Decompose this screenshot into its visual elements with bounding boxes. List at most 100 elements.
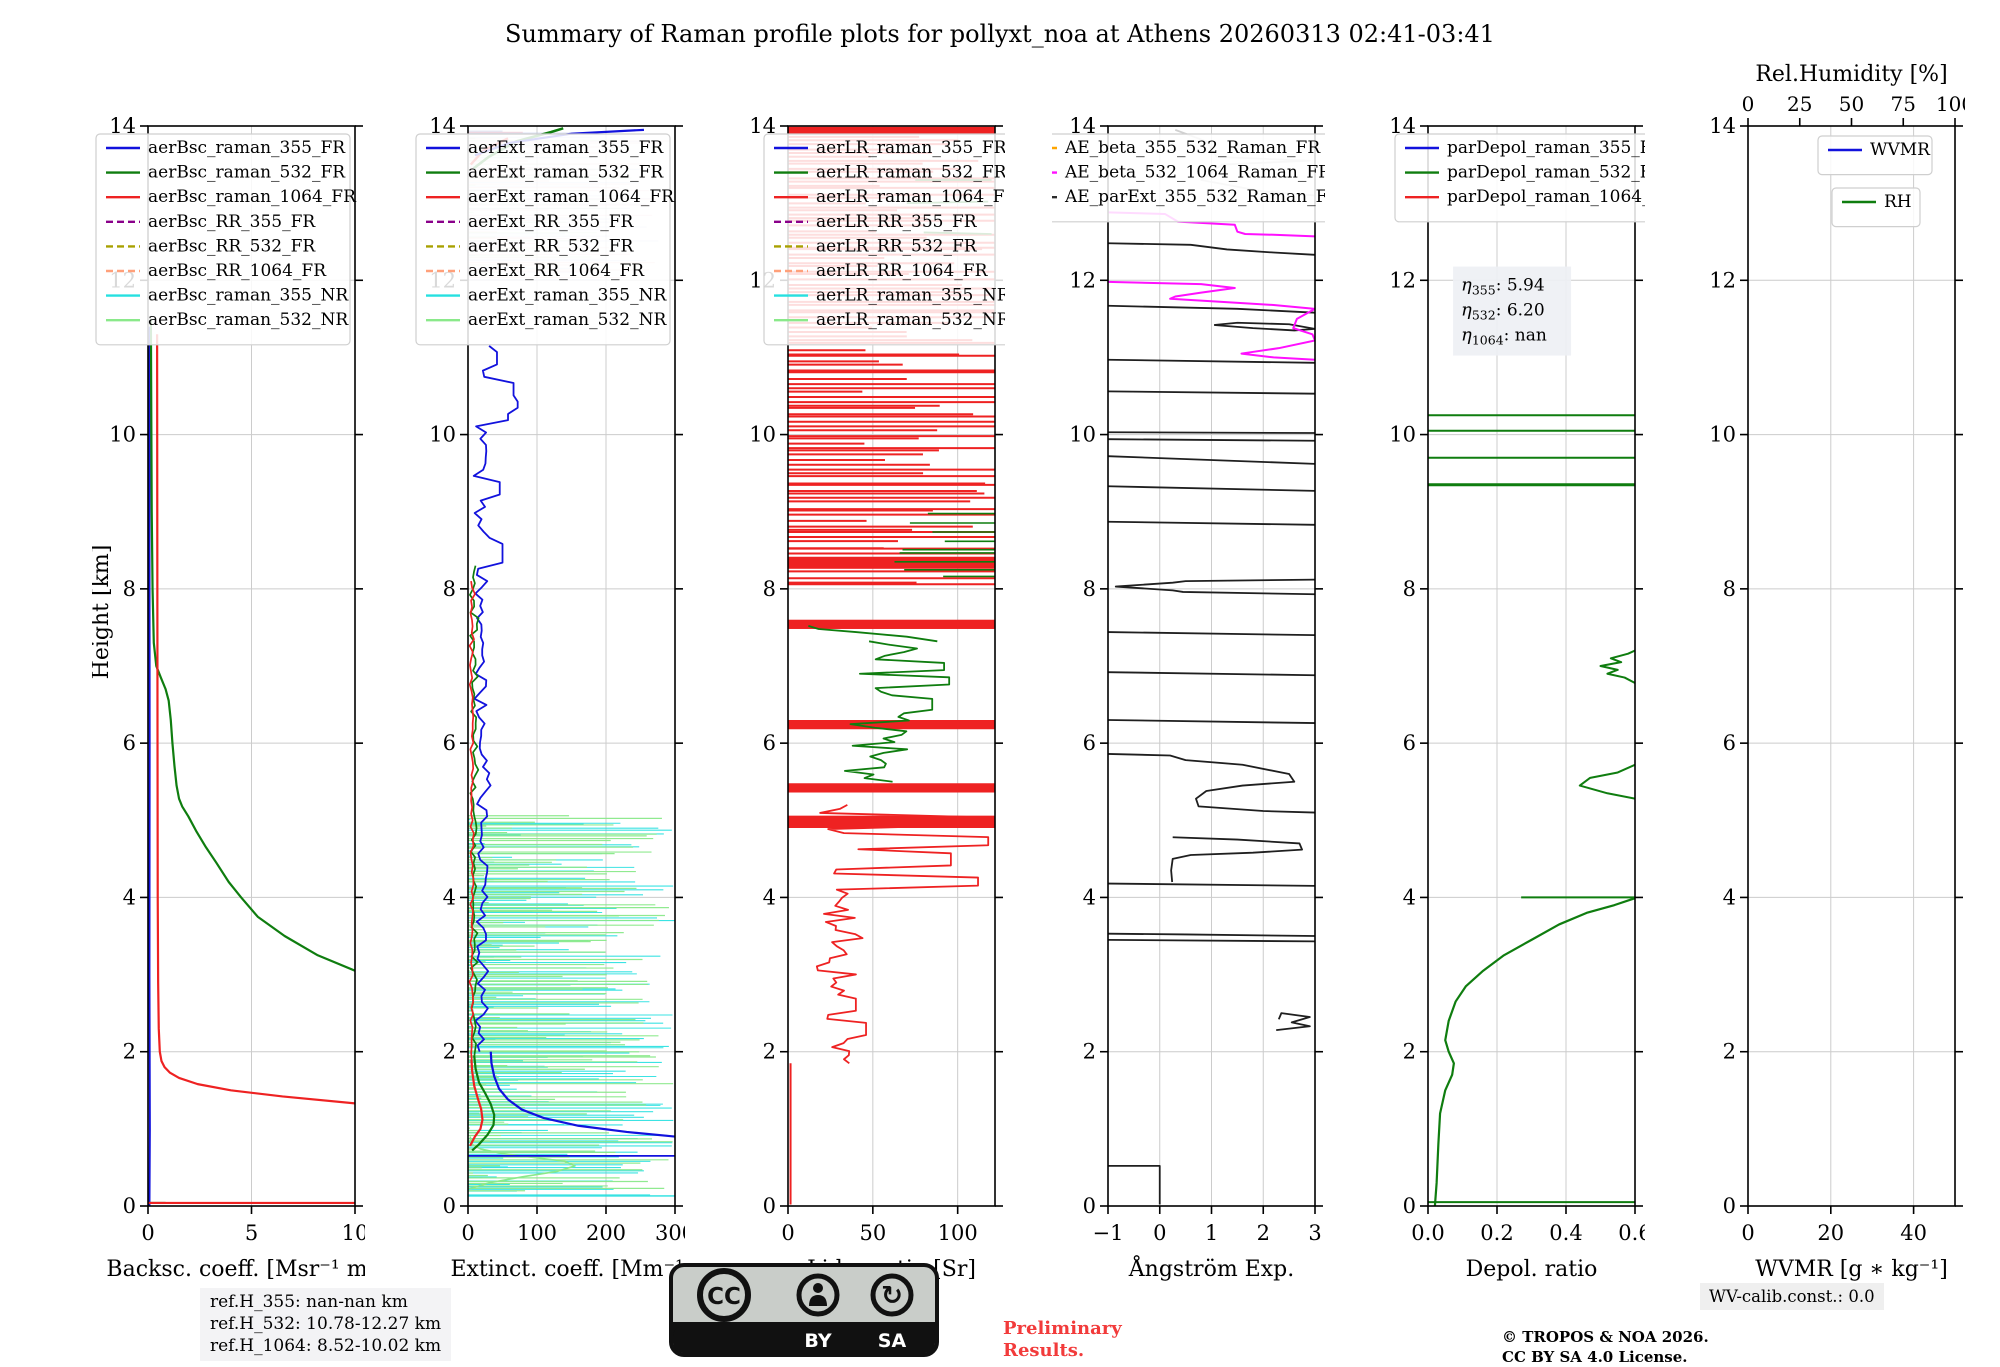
svg-text:0: 0: [1083, 1194, 1096, 1218]
svg-text:10: 10: [1069, 423, 1096, 447]
legend-label: AE_beta_355_532_Raman_FR: [1064, 138, 1321, 158]
aerLR_raman_1064_FR: [817, 805, 988, 1063]
svg-text:4: 4: [123, 885, 136, 909]
series-line: [1108, 934, 1315, 936]
legend-label: aerBsc_raman_1064_FR: [148, 187, 357, 207]
legend-label: aerBsc_raman_355_NR: [148, 286, 349, 306]
svg-text:8: 8: [123, 577, 136, 601]
svg-text:8: 8: [1083, 577, 1096, 601]
svg-text:2: 2: [1083, 1040, 1096, 1064]
legend-label: aerBsc_RR_1064_FR: [148, 261, 327, 281]
xlabel-backscatter: Backsc. coeff. [Msr⁻¹ m⁻¹]: [106, 1257, 365, 1282]
svg-text:200: 200: [586, 1221, 626, 1245]
svg-text:6: 6: [1403, 731, 1416, 755]
legend-label: parDepol_raman_1064_FR: [1447, 187, 1645, 207]
svg-text:0: 0: [1153, 1221, 1166, 1245]
ref-height-355: ref.H_355: nan-nan km: [210, 1292, 441, 1314]
legend-lidar-ratio: aerLR_raman_355_FR aerLR_raman_532_FR aerL…: [764, 134, 1005, 345]
series-line: [1108, 391, 1315, 393]
svg-text:8: 8: [1403, 577, 1416, 601]
series-line: [1601, 651, 1636, 683]
svg-text:0: 0: [1403, 1194, 1416, 1218]
legend-backscatter: aerBsc_raman_355_FRaerBsc_raman_532_FRae…: [96, 134, 357, 345]
legend-label: aerLR_raman_355_NR: [816, 286, 1005, 306]
svg-text:−1: −1: [1093, 1221, 1124, 1245]
legend-label: aerExt_raman_532_FR: [468, 163, 664, 183]
svg-text:10: 10: [749, 423, 776, 447]
series-line: [1108, 884, 1315, 886]
cc-badge-graphic: CC ↻ BY SA: [668, 1262, 940, 1358]
svg-text:50: 50: [1839, 92, 1864, 116]
legend-label: aerExt_raman_532_NR: [468, 310, 667, 330]
legend-label: aerExt_RR_355_FR: [468, 212, 634, 232]
series-band: [788, 558, 995, 569]
svg-text:6: 6: [763, 731, 776, 755]
svg-text:12: 12: [1389, 268, 1416, 292]
aerLR_raman_532_FR: [845, 641, 949, 781]
svg-text:2: 2: [1257, 1221, 1270, 1245]
legend-extinction: aerExt_raman_355_FR aerExt_raman_532_FRae…: [416, 134, 675, 345]
svg-text:0: 0: [781, 1221, 794, 1245]
legend-wvmr: RH: [1832, 188, 1920, 227]
svg-text:25: 25: [1787, 92, 1812, 116]
wv-calibration-note: WV-calib.const.: 0.0: [1700, 1283, 1884, 1310]
cc-by-sa-badge: CC ↻ BY SA: [668, 1262, 940, 1365]
cc-badge-by-label: BY: [804, 1330, 831, 1352]
svg-text:4: 4: [1083, 885, 1096, 909]
svg-text:0: 0: [141, 1221, 154, 1245]
legend-label: aerLR_raman_355_FR: [816, 138, 1005, 158]
legend-label: WVMR: [1870, 140, 1931, 160]
ylabel: Height [km]: [92, 545, 114, 680]
svg-text:0.4: 0.4: [1549, 1221, 1582, 1245]
svg-text:↻: ↻: [881, 1281, 903, 1311]
series-band: [788, 620, 995, 629]
svg-text:0: 0: [123, 1194, 136, 1218]
svg-text:1: 1: [1205, 1221, 1218, 1245]
svg-text:4: 4: [763, 885, 776, 909]
series-band: [788, 127, 995, 134]
legend-label: aerExt_RR_1064_FR: [468, 261, 645, 281]
xlabel-wvmr: WVMR [g ∗ kg⁻¹]: [1755, 1257, 1948, 1282]
legend-label: aerBsc_raman_532_NR: [148, 310, 349, 330]
legend-label: aerLR_raman_532_FR: [816, 163, 1005, 183]
legend-angstrom: AE_beta_355_532_Raman_FR AE_beta_532_1064…: [1052, 134, 1325, 222]
svg-text:0: 0: [1742, 92, 1755, 116]
xlabel-angstrom: Ångström Exp.: [1128, 1254, 1294, 1282]
svg-text:0: 0: [763, 1194, 776, 1218]
svg-text:0: 0: [461, 1221, 474, 1245]
svg-text:6: 6: [1083, 731, 1096, 755]
panel-depol-series: [1428, 415, 1635, 1206]
copyright-note: © TROPOS & NOA 2026. CC BY SA 4.0 Licens…: [1502, 1328, 1709, 1367]
svg-text:2: 2: [1723, 1040, 1736, 1064]
legend-label: aerLR_raman_532_NR: [816, 310, 1005, 330]
svg-text:50: 50: [859, 1221, 886, 1245]
legend-label: aerLR_raman_1064_FR: [816, 187, 1005, 207]
svg-text:0: 0: [1723, 1194, 1736, 1218]
svg-text:4: 4: [1403, 885, 1416, 909]
svg-text:8: 8: [443, 577, 456, 601]
aerBsc_raman_1064_FR: [157, 334, 355, 1103]
svg-text:6: 6: [443, 731, 456, 755]
AE_parExt_ground_step: [1108, 1166, 1160, 1205]
svg-text:100: 100: [517, 1221, 557, 1245]
series-line: [1116, 580, 1315, 595]
legend-depol: parDepol_raman_355_FRparDepol_raman_532_…: [1395, 134, 1645, 222]
legend-label: aerExt_RR_532_FR: [468, 236, 634, 256]
aerBsc_raman_532_FR: [151, 319, 355, 971]
top-axis-label: Rel.Humidity [%]: [1755, 62, 1947, 87]
svg-text:40: 40: [1900, 1221, 1927, 1245]
series-line: [1108, 432, 1315, 433]
legend-label: aerExt_raman_355_FR: [468, 138, 664, 158]
svg-text:12: 12: [1069, 268, 1096, 292]
series-line: [1108, 439, 1315, 441]
legend-label: AE_beta_532_1064_Raman_FR: [1064, 163, 1325, 183]
legend-label: aerLR_RR_532_FR: [816, 236, 978, 256]
legend-label: parDepol_raman_355_FR: [1447, 138, 1645, 158]
svg-text:4: 4: [1723, 885, 1736, 909]
svg-text:CC: CC: [707, 1284, 741, 1310]
svg-text:2: 2: [123, 1040, 136, 1064]
